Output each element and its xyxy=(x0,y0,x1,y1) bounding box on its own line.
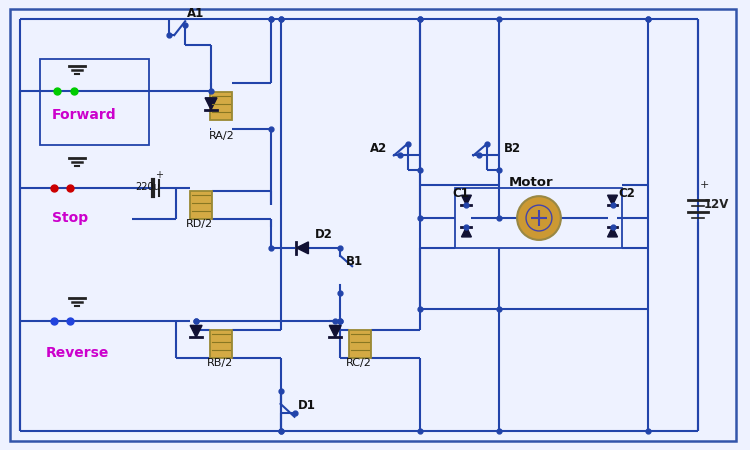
Polygon shape xyxy=(329,325,341,338)
Bar xyxy=(40,59,149,145)
Text: A1: A1 xyxy=(188,7,205,20)
Circle shape xyxy=(517,196,561,240)
Text: D2: D2 xyxy=(315,228,333,241)
Bar xyxy=(190,191,212,219)
Text: RD/2: RD/2 xyxy=(186,219,213,229)
Text: B2: B2 xyxy=(504,143,521,155)
Text: RA/2: RA/2 xyxy=(209,130,235,140)
Text: Reverse: Reverse xyxy=(46,346,110,360)
Polygon shape xyxy=(608,195,617,205)
Polygon shape xyxy=(461,227,472,237)
Polygon shape xyxy=(608,227,617,237)
Bar xyxy=(210,92,232,120)
Text: C1: C1 xyxy=(452,187,470,200)
Polygon shape xyxy=(296,242,308,254)
Text: Forward: Forward xyxy=(52,108,117,122)
Text: RB/2: RB/2 xyxy=(207,358,233,368)
Polygon shape xyxy=(461,195,472,205)
Polygon shape xyxy=(205,98,217,110)
Text: D1: D1 xyxy=(298,399,315,412)
Text: C2: C2 xyxy=(619,187,635,200)
Text: 220u: 220u xyxy=(136,182,160,192)
Bar xyxy=(210,330,232,358)
Text: Stop: Stop xyxy=(52,211,88,225)
Text: B1: B1 xyxy=(346,255,363,268)
Text: +: + xyxy=(700,180,709,190)
Bar xyxy=(455,188,622,248)
Text: +: + xyxy=(155,170,164,180)
Text: RC/2: RC/2 xyxy=(346,358,372,368)
Text: Motor: Motor xyxy=(509,176,554,189)
Text: 12V: 12V xyxy=(704,198,729,211)
Text: A2: A2 xyxy=(370,143,387,155)
Polygon shape xyxy=(190,325,202,338)
Bar xyxy=(350,330,371,358)
